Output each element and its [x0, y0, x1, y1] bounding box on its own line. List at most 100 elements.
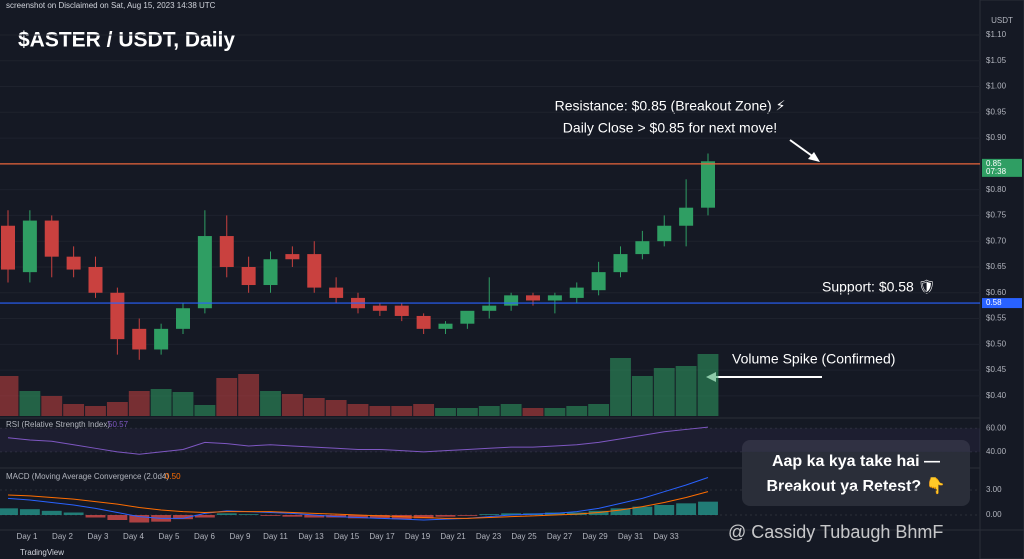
- macd-hist: [194, 515, 215, 518]
- volume-bar: [238, 374, 260, 416]
- y-tick-label: $0.55: [986, 314, 1007, 323]
- y-tick-label: $0.75: [986, 211, 1007, 220]
- callout-text: Breakout ya Retest? 👇: [766, 477, 945, 495]
- candle-body: [88, 266, 103, 293]
- x-tick-label: Day 5: [159, 532, 180, 541]
- candle-body: [701, 161, 715, 208]
- x-tick-label: Day 6: [194, 532, 215, 541]
- volume-bar: [653, 368, 675, 416]
- macd-hist: [369, 515, 390, 519]
- volume-bar: [128, 391, 150, 416]
- volume-bar: [172, 392, 194, 416]
- y-tick-label: 40.00: [986, 447, 1007, 456]
- y-tick-label: $0.40: [986, 391, 1007, 400]
- x-tick-label: Day 17: [369, 532, 395, 541]
- y-tick-label: $1.05: [986, 56, 1007, 65]
- volume-bar: [456, 408, 478, 416]
- candle-body: [263, 259, 278, 286]
- price-tag-label: 0.85: [986, 159, 1002, 168]
- axis-unit: USDT: [991, 16, 1013, 25]
- candle-body: [66, 256, 81, 270]
- rsi-value: 50.57: [108, 420, 129, 429]
- volume-bar: [63, 404, 85, 416]
- candle-body: [679, 207, 694, 226]
- macd-hist: [501, 513, 522, 515]
- volume-bar: [150, 389, 172, 416]
- price-tag: [982, 298, 1022, 309]
- macd-hist: [260, 515, 281, 516]
- macd-hist: [282, 515, 303, 517]
- x-tick-label: Day 15: [334, 532, 360, 541]
- x-tick-label: Day 23: [476, 532, 502, 541]
- volume-bar: [85, 406, 106, 416]
- macd-hist: [610, 508, 631, 515]
- macd-hist: [479, 514, 500, 515]
- y-tick-label: $0.90: [986, 133, 1007, 142]
- price-axis-area: [979, 0, 1024, 559]
- volume-bar: [478, 406, 500, 416]
- volume-bar: [697, 354, 719, 416]
- volume-bar: [194, 405, 216, 416]
- candle-body: [132, 328, 147, 350]
- candle-body: [482, 305, 497, 311]
- macd-hist: [216, 513, 237, 515]
- macd-hist: [304, 515, 325, 518]
- x-tick-label: Day 27: [547, 532, 573, 541]
- macd-hist: [173, 515, 193, 520]
- macd-hist: [654, 505, 675, 515]
- y-tick-label: 60.00: [986, 423, 1007, 432]
- volume-bar: [544, 408, 566, 416]
- candle-body: [44, 220, 59, 257]
- candle-body: [329, 287, 344, 298]
- volume-bar: [566, 406, 588, 416]
- candle-body: [416, 315, 431, 329]
- y-tick-label: 3.00: [986, 485, 1002, 494]
- volume-bar: [435, 408, 456, 416]
- y-tick-label: $0.95: [986, 107, 1007, 116]
- x-tick-label: Day 9: [230, 532, 251, 541]
- macd-label: MACD (Moving Average Convergence (2.0d4): [6, 472, 169, 481]
- candle-body: [460, 310, 475, 324]
- macd-hist: [457, 515, 478, 516]
- candle-body: [438, 323, 453, 329]
- x-tick-label: Day 29: [582, 532, 608, 541]
- chart-title: $ASTER / USDT, Daily: [18, 29, 235, 52]
- volume-bar: [675, 366, 697, 416]
- volume-bar: [260, 391, 281, 416]
- x-tick-label: Day 21: [440, 532, 466, 541]
- macd-hist: [348, 515, 368, 519]
- arrow: [789, 139, 816, 159]
- volume-bar: [303, 398, 325, 416]
- footer: TradingView: [20, 548, 64, 557]
- macd-hist: [676, 503, 697, 515]
- x-tick-label: Day 1: [17, 532, 38, 541]
- x-tick-label: Day 3: [88, 532, 109, 541]
- screenshot-header: screenshot on Disclaimed on Sat, Aug 15,…: [6, 1, 216, 10]
- volume-bar: [0, 376, 19, 416]
- candle-body: [307, 254, 322, 288]
- candle-body: [657, 225, 672, 242]
- candle-body: [285, 254, 300, 260]
- candle-body: [219, 236, 234, 267]
- candle-body: [569, 287, 584, 298]
- macd-line: [7, 477, 709, 521]
- volume-bar: [610, 358, 631, 416]
- x-tick-label: Day 4: [123, 532, 144, 541]
- volume-bar: [631, 376, 653, 416]
- candle-body: [176, 308, 190, 329]
- candle-body: [241, 266, 256, 286]
- candle-body: [526, 295, 540, 301]
- candle-body: [197, 236, 212, 309]
- arrow-head: [808, 152, 820, 162]
- macd-hist: [107, 515, 128, 520]
- callout-box: [742, 440, 970, 506]
- y-tick-label: $0.65: [986, 262, 1007, 271]
- candle-body: [504, 295, 519, 306]
- macd-hist: [0, 508, 18, 515]
- rsi-line: [7, 426, 709, 455]
- macd-hist: [238, 514, 259, 515]
- volume-bar: [41, 396, 63, 416]
- volume-bar: [281, 394, 303, 416]
- macd-hist: [413, 515, 434, 519]
- signal-line: [7, 491, 709, 519]
